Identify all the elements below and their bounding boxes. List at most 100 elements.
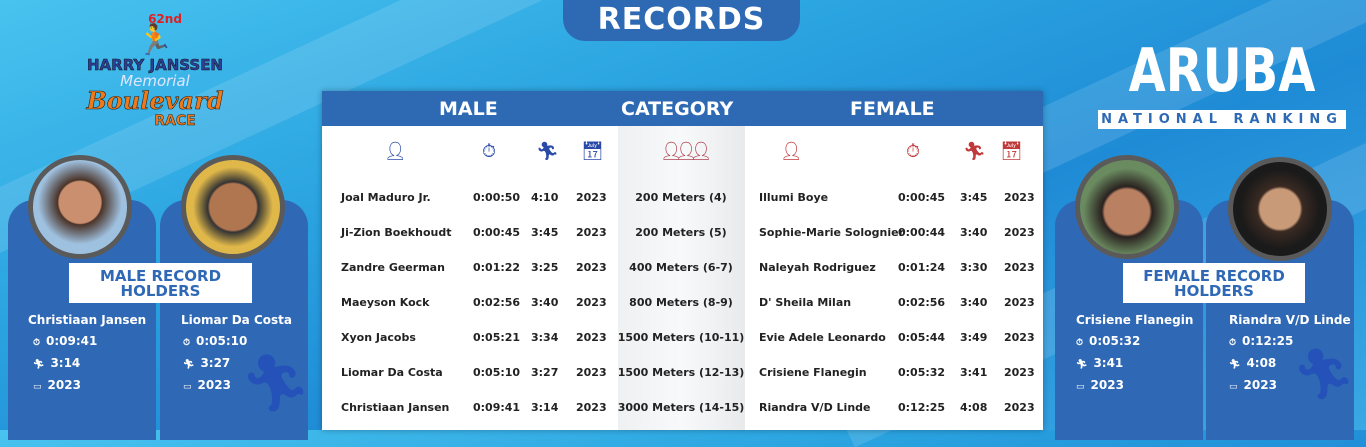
runner-icon: 🏃︎	[1229, 360, 1241, 370]
cell-male-name: Ji-Zion Boekhoudt	[341, 226, 452, 239]
holder-pace: 🏃︎ 3:41	[1076, 356, 1124, 370]
cell-male-pace: 4:10	[531, 191, 559, 204]
stopwatch-icon: ⏱︎	[482, 141, 497, 162]
cell-male-pace: 3:45	[531, 226, 559, 239]
holder-time: ⏱ 0:09:41	[33, 334, 98, 348]
stopwatch-icon: ⏱	[1076, 338, 1084, 348]
cell-male-time: 0:00:50	[473, 191, 521, 204]
cell-male-time: 0:05:21	[473, 331, 521, 344]
holder-year: ▭ 2023	[33, 378, 81, 392]
calendar-icon: ▭	[33, 382, 42, 392]
cell-female-name: Riandra V/D Linde	[759, 401, 871, 414]
calendar-icon: 📅︎	[1000, 141, 1023, 162]
stopwatch-icon: ⏱	[33, 338, 41, 348]
cell-female-year: 2023	[1004, 366, 1035, 379]
cell-male-name: Christiaan Jansen	[341, 401, 450, 414]
records-table: MALE CATEGORY FEMALE 👤︎ ⏱︎ 🏃︎ 📅︎ 👤︎👤︎👤︎ …	[322, 91, 1043, 430]
runner-logo-icon: 🏃	[136, 23, 174, 58]
logo-line2: Memorial	[120, 72, 190, 90]
calendar-icon: ▭	[183, 382, 192, 392]
cell-female-pace: 3:41	[960, 366, 988, 379]
cell-female-name: Evie Adele Leonardo	[759, 331, 886, 344]
holder-year: ▭ 2023	[1229, 378, 1277, 392]
cell-male-name: Xyon Jacobs	[341, 331, 416, 344]
cell-male-name: Joal Maduro Jr.	[341, 191, 431, 204]
holder-pace: 🏃︎ 3:14	[33, 356, 81, 370]
runner-icon: 🏃︎	[963, 141, 986, 162]
holder-pace: 🏃︎ 4:08	[1229, 356, 1277, 370]
logo-line1: HARRY JANSSEN	[86, 56, 224, 75]
cell-male-name: Maeyson Kock	[341, 296, 430, 309]
holder-photo	[181, 155, 285, 259]
cell-category: 800 Meters (8-9)	[629, 296, 733, 309]
cell-male-pace: 3:14	[531, 401, 559, 414]
stopwatch-icon: ⏱	[1229, 338, 1237, 348]
cell-male-name: Zandre Geerman	[341, 261, 445, 274]
cell-female-name: Sophie-Marie Solognier	[759, 226, 905, 239]
logo-edition: 62nd	[148, 12, 182, 26]
cell-category: 200 Meters (5)	[635, 226, 727, 239]
cell-female-time: 0:00:45	[898, 191, 946, 204]
cell-male-time: 0:00:45	[473, 226, 521, 239]
holder-name: Liomar Da Costa	[181, 313, 292, 327]
cell-female-pace: 3:45	[960, 191, 988, 204]
stopwatch-icon: ⏱︎	[906, 141, 921, 162]
cell-male-pace: 3:25	[531, 261, 559, 274]
header-male: MALE	[439, 98, 498, 120]
cell-male-pace: 3:40	[531, 296, 559, 309]
cell-female-time: 0:05:44	[898, 331, 946, 344]
person-icon: 👤︎	[780, 141, 803, 162]
calendar-icon: ▭	[1076, 382, 1085, 392]
holder-name: Crisiene Flanegin	[1076, 313, 1194, 327]
cell-male-year: 2023	[576, 296, 607, 309]
cell-male-year: 2023	[576, 401, 607, 414]
cell-male-time: 0:01:22	[473, 261, 521, 274]
cell-female-name: Naleyah Rodriguez	[759, 261, 876, 274]
holder-name: Christiaan Jansen	[28, 313, 147, 327]
cell-female-name: D' Sheila Milan	[759, 296, 852, 309]
logo-line4: RACE	[154, 113, 196, 129]
person-icon: 👤︎	[384, 141, 407, 162]
calendar-icon: 📅︎	[581, 141, 604, 162]
cell-female-year: 2023	[1004, 401, 1035, 414]
holder-photo	[1075, 155, 1179, 259]
cell-category: 3000 Meters (14-15)	[617, 401, 745, 414]
holder-time: ⏱ 0:12:25	[1229, 334, 1294, 348]
runner-icon: 🏃︎	[536, 141, 559, 162]
header-female: FEMALE	[850, 98, 935, 120]
cell-female-pace: 3:30	[960, 261, 988, 274]
cell-male-pace: 3:34	[531, 331, 559, 344]
cell-male-time: 0:02:56	[473, 296, 521, 309]
cell-male-year: 2023	[576, 331, 607, 344]
cell-male-time: 0:05:10	[473, 366, 521, 379]
cell-female-time: 0:01:24	[898, 261, 946, 274]
race-logo: 62nd 🏃 HARRY JANSSEN Memorial Boulevard …	[70, 12, 240, 128]
holder-time: ⏱ 0:05:32	[1076, 334, 1141, 348]
cell-female-name: Illumi Boye	[759, 191, 829, 204]
cell-female-time: 0:00:44	[898, 226, 946, 239]
holder-name: Riandra V/D Linde	[1229, 313, 1351, 327]
cell-female-pace: 3:40	[960, 226, 988, 239]
cell-category: 1500 Meters (12-13)	[617, 366, 745, 379]
category-column	[618, 126, 745, 430]
cell-female-pace: 3:49	[960, 331, 988, 344]
group-icon: 👤︎👤︎👤︎	[660, 141, 712, 162]
cell-female-pace: 4:08	[960, 401, 988, 414]
cell-male-year: 2023	[576, 366, 607, 379]
table-header: MALE CATEGORY FEMALE	[322, 91, 1043, 126]
cell-female-year: 2023	[1004, 331, 1035, 344]
cell-female-time: 0:05:32	[898, 366, 946, 379]
brand-subtitle: NATIONAL RANKING	[1098, 110, 1346, 129]
runner-icon: 🏃︎	[33, 360, 45, 370]
brand-title: ARUBA	[1128, 36, 1316, 106]
cell-female-year: 2023	[1004, 191, 1035, 204]
female-holders-label: FEMALE RECORD HOLDERS	[1123, 263, 1305, 303]
cell-male-name: Liomar Da Costa	[341, 366, 443, 379]
cell-male-year: 2023	[576, 226, 607, 239]
cell-category: 400 Meters (6-7)	[629, 261, 733, 274]
runner-silhouette-icon: 🏃︎	[240, 351, 312, 416]
cell-female-time: 0:02:56	[898, 296, 946, 309]
cell-female-pace: 3:40	[960, 296, 988, 309]
header-category: CATEGORY	[621, 98, 734, 120]
cell-male-time: 0:09:41	[473, 401, 521, 414]
